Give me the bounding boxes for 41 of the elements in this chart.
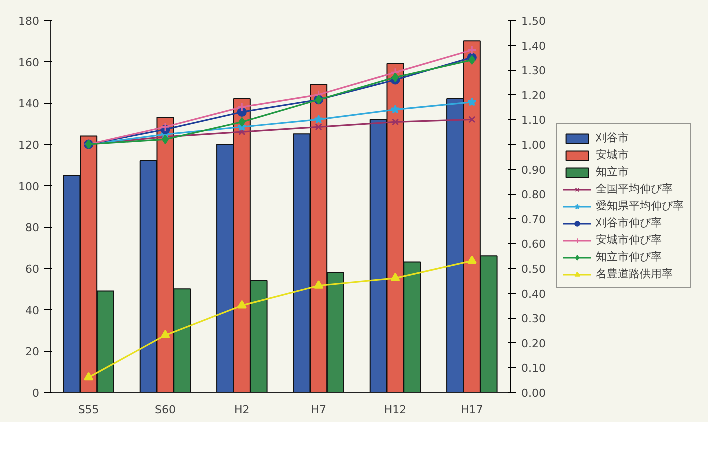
y-tick-label: 20 <box>26 346 40 359</box>
y-tick-label: 80 <box>26 222 40 235</box>
y2-tick-label: 0.70 <box>522 213 546 226</box>
legend-label: 全国平均伸び率 <box>596 182 673 196</box>
x-tick-label: H17 <box>461 404 484 416</box>
legend-label: 愛知県平均伸び率 <box>596 198 684 214</box>
x-tick-label: S55 <box>78 404 100 416</box>
x-tick-label: H2 <box>234 404 250 416</box>
y-tick-label: 100 <box>18 180 40 194</box>
y2-tick-label: 0.60 <box>522 238 546 252</box>
y2-tick-label: 0.90 <box>522 164 546 177</box>
legend-label: 名豊道路供用率 <box>596 266 673 282</box>
x-tick-label: H7 <box>311 404 326 416</box>
y-tick-label: 40 <box>26 304 40 318</box>
legend-label: 刈谷市伸び率 <box>596 216 662 230</box>
y-tick-label: 140 <box>18 98 40 111</box>
y-tick-label: 160 <box>18 56 40 70</box>
y-tick-label: 180 <box>18 15 40 28</box>
y2-tick-label: 0.50 <box>522 263 546 276</box>
legend-label: 安城市 <box>596 148 629 162</box>
y-tick-label: 0 <box>32 387 40 400</box>
y-tick-label: 60 <box>26 263 40 276</box>
y2-tick-label: 0.80 <box>522 188 546 202</box>
legend-label: 安城市伸び率 <box>596 232 662 248</box>
y2-tick-label: 0.40 <box>522 288 546 301</box>
legend-label: 刈谷市 <box>596 130 629 146</box>
y-tick-label: 120 <box>18 139 40 152</box>
y2-tick-label: 0.30 <box>522 312 546 326</box>
legend-label: 知立市 <box>596 164 629 180</box>
legend-label: 知立市伸び率 <box>596 250 662 264</box>
y2-tick-label: 1.20 <box>522 89 546 102</box>
x-tick-label: H12 <box>384 404 407 416</box>
y2-tick-label: 1.40 <box>522 40 546 53</box>
y2-tick-label: 0.20 <box>522 337 546 350</box>
x-tick-label: S60 <box>155 404 176 416</box>
y2-tick-label: 1.00 <box>522 139 546 152</box>
y2-tick-label: 1.50 <box>522 15 546 28</box>
y2-tick-label: 0.10 <box>522 362 546 376</box>
y2-tick-label: 0.00 <box>522 387 546 400</box>
y2-tick-label: 1.10 <box>522 114 546 128</box>
y2-tick-label: 1.30 <box>522 64 546 78</box>
